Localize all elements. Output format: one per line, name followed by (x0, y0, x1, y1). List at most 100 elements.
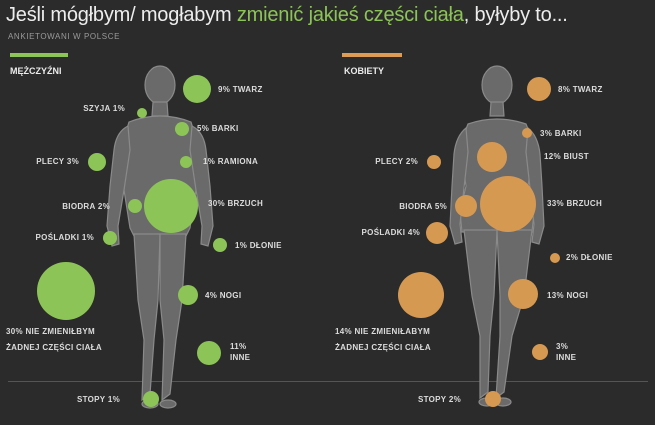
men-twarz-value: 9% (218, 85, 231, 94)
men-label-biodra: BIODRA 2% (62, 201, 110, 212)
subtitle: ANKIETOWANI W POLSCE (8, 32, 121, 41)
women-label-biodra: BIODRA 5% (399, 201, 447, 212)
men-label-szyja: SZYJA 1% (83, 103, 125, 114)
men-bubble-nogi (178, 285, 198, 305)
men-bubble-szyja (137, 108, 147, 118)
men-bubble-barki (175, 122, 189, 136)
men-biodra-value: 2% (97, 202, 110, 211)
women-bubble-dlonie (550, 253, 560, 263)
women-none-line2: ŻADNEJ CZĘŚCI CIAŁA (335, 343, 431, 352)
men-label-plecy: PLECY 3% (36, 156, 79, 167)
women-label-inne: 3% INNE (556, 341, 576, 363)
women-brzuch-name: BRZUCH (566, 199, 603, 208)
men-bubble-plecy (88, 153, 106, 171)
women-posladki-value: 4% (407, 228, 420, 237)
men-posladki-value: 1% (81, 233, 94, 242)
women-dlonie-value: 2% (566, 253, 579, 262)
women-none-line1: NIE ZMIENIŁABYM (354, 327, 431, 336)
women-bubble-biust (477, 142, 507, 172)
women-bubble-brzuch (480, 176, 536, 232)
women-label-dlonie: 2% DŁONIE (566, 252, 613, 263)
women-barki-name: BARKI (554, 129, 582, 138)
women-biodra-name: BIODRA (399, 202, 433, 211)
women-stopy-name: STOPY (417, 395, 447, 404)
men-bubble-posladki (103, 231, 117, 245)
women-biust-name: BIUST (563, 152, 589, 161)
women-biodra-value: 5% (434, 202, 447, 211)
men-inne-name: INNE (230, 353, 251, 362)
women-twarz-name: TWARZ (572, 85, 603, 94)
women-nogi-value: 13% (547, 291, 564, 300)
men-none-value: 30% (6, 327, 23, 336)
women-inne-value: 3% (556, 342, 569, 351)
women-plecy-name: PLECY (375, 157, 404, 166)
men-posladki-name: POŚLADKI (35, 233, 80, 242)
women-bubbles (398, 77, 560, 407)
men-barki-name: BARKI (211, 124, 239, 133)
men-none-line2: ŻADNEJ CZĘŚCI CIAŁA (6, 343, 102, 352)
women-label-twarz: 8% TWARZ (558, 84, 603, 95)
women-twarz-value: 8% (558, 85, 571, 94)
men-accent-bar (10, 53, 68, 57)
men-twarz-name: TWARZ (232, 85, 263, 94)
women-bubble-nogi (508, 279, 538, 309)
women-bubble-twarz (527, 77, 551, 101)
men-bubble-stopy (143, 391, 159, 407)
women-label-none: 14% NIE ZMIENIŁABYM ŻADNEJ CZĘŚCI CIAŁA (335, 326, 431, 353)
men-none-line1: NIE ZMIENIŁBYM (25, 327, 95, 336)
women-section-label: KOBIETY (344, 66, 385, 76)
men-bubble-biodra (128, 199, 142, 213)
men-plecy-name: PLECY (36, 157, 65, 166)
women-accent-bar (342, 53, 402, 57)
women-label-nogi: 13% NOGI (547, 290, 588, 301)
men-dlonie-value: 1% (235, 241, 248, 250)
men-label-ramiona: 1% RAMIONA (203, 156, 258, 167)
women-nogi-name: NOGI (566, 291, 589, 300)
men-label-none: 30% NIE ZMIENIŁBYM ŻADNEJ CZĘŚCI CIAŁA (6, 326, 102, 353)
women-bubble-posladki (426, 222, 448, 244)
men-brzuch-value: 30% (208, 199, 225, 208)
men-label-nogi: 4% NOGI (205, 290, 241, 301)
men-bubble-dlonie (213, 238, 227, 252)
women-bubble-none (398, 272, 444, 318)
men-dlonie-name: DŁONIE (249, 241, 282, 250)
women-barki-value: 3% (540, 129, 553, 138)
men-nogi-name: NOGI (219, 291, 242, 300)
men-szyja-name: SZYJA (83, 104, 111, 113)
women-biust-value: 12% (544, 152, 561, 161)
men-biodra-name: BIODRA (62, 202, 96, 211)
men-bubble-brzuch (144, 179, 198, 233)
women-label-stopy: STOPY 2% (418, 394, 461, 405)
men-inne-value: 11% (230, 342, 247, 351)
men-nogi-value: 4% (205, 291, 218, 300)
men-label-twarz: 9% TWARZ (218, 84, 263, 95)
title-part-1: Jeśli mógłbym/ mogłabym (6, 4, 237, 26)
women-label-posladki: POŚLADKI 4% (362, 227, 420, 238)
women-bubble-inne (532, 344, 548, 360)
title-highlight: zmienić jakieś części ciała (236, 4, 464, 26)
male-silhouette (106, 65, 214, 409)
page-title: Jeśli mógłbym/ mogłabym zmienić jakieś c… (6, 4, 568, 27)
men-label-brzuch: 30% BRZUCH (208, 198, 263, 209)
men-bubbles (37, 75, 227, 407)
women-brzuch-value: 33% (547, 199, 564, 208)
women-label-plecy: PLECY 2% (375, 156, 418, 167)
men-ramiona-name: RAMIONA (217, 157, 259, 166)
title-part-2: , byłyby to... (463, 4, 568, 26)
women-bubble-plecy (427, 155, 441, 169)
men-section-label: MĘŻCZYŹNI (10, 66, 62, 76)
women-label-brzuch: 33% BRZUCH (547, 198, 602, 209)
men-bubble-ramiona (180, 156, 192, 168)
men-ramiona-value: 1% (203, 157, 216, 166)
men-brzuch-name: BRZUCH (227, 199, 264, 208)
men-label-stopy: STOPY 1% (77, 394, 120, 405)
women-plecy-value: 2% (405, 157, 418, 166)
men-label-dlonie: 1% DŁONIE (235, 240, 282, 251)
women-bubble-biodra (455, 195, 477, 217)
men-stopy-value: 1% (107, 395, 120, 404)
women-label-biust: 12% BIUST (544, 151, 589, 162)
women-stopy-value: 2% (448, 395, 461, 404)
women-bubble-barki (522, 128, 532, 138)
